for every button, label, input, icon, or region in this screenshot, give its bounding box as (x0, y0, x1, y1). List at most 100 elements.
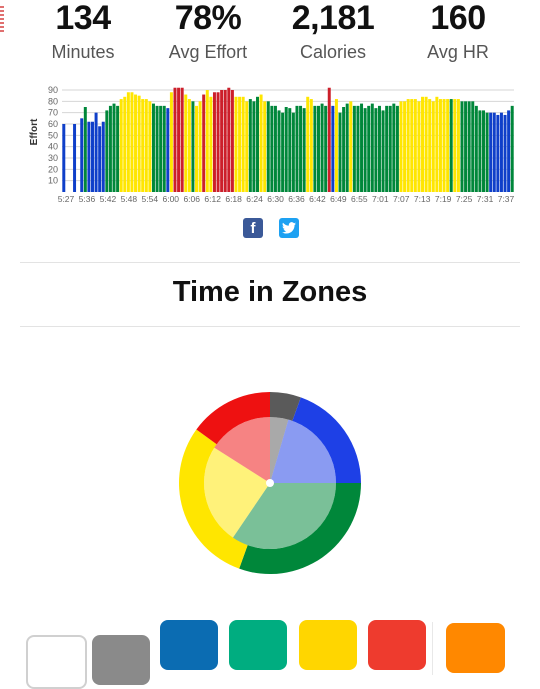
y-axis-title: Effort (29, 118, 40, 145)
effort-bar (238, 96, 242, 192)
effort-bar (309, 99, 313, 192)
zone-pie-slice-yellow (204, 447, 270, 538)
zone-swatch-yellow[interactable] (299, 620, 357, 670)
effort-bar (492, 112, 496, 192)
effort-bar (363, 108, 367, 192)
effort-bar (464, 101, 468, 192)
x-tick-label: 7:01 (372, 194, 389, 204)
effort-bar (130, 92, 134, 192)
x-tick-label: 6:06 (183, 194, 200, 204)
effort-bar (331, 105, 335, 192)
facebook-share-button[interactable]: f (243, 218, 263, 238)
effort-bar (485, 112, 489, 192)
stat-calories: 2,181 Calories (268, 0, 398, 63)
stat-value: 2,181 (291, 0, 375, 37)
effort-bar (467, 101, 471, 192)
x-tick-label: 6:42 (309, 194, 326, 204)
y-tick-label: 10 (48, 176, 58, 186)
effort-bar (87, 121, 91, 192)
effort-bar (424, 96, 428, 192)
divider (20, 326, 520, 327)
effort-bar (83, 107, 87, 192)
effort-bar (395, 105, 399, 192)
effort-bar (403, 101, 407, 192)
effort-bar (410, 99, 414, 192)
effort-bar (288, 108, 292, 192)
effort-bar (360, 103, 364, 192)
effort-bar (166, 108, 170, 192)
effort-bar (155, 105, 159, 192)
effort-bar (413, 99, 417, 192)
x-tick-label: 6:18 (225, 194, 242, 204)
effort-bar (446, 99, 450, 192)
y-tick-label: 30 (48, 153, 58, 163)
effort-bar (370, 103, 374, 192)
zone-swatch-green[interactable] (229, 620, 287, 670)
effort-bar (496, 114, 500, 192)
effort-bar (227, 87, 231, 192)
effort-bar (399, 101, 403, 192)
effort-bar (177, 87, 181, 192)
effort-bar (324, 105, 328, 192)
effort-bar (266, 101, 270, 192)
x-tick-label: 5:36 (79, 194, 96, 204)
effort-bar (482, 110, 486, 192)
effort-bar (187, 99, 191, 192)
effort-bar (338, 112, 342, 192)
effort-bar (313, 105, 317, 192)
effort-bar (438, 99, 442, 192)
effort-bar (245, 101, 249, 192)
effort-bar (284, 107, 288, 192)
zone-pie-slice-blue (270, 419, 336, 483)
zone-swatch-red[interactable] (368, 620, 426, 670)
zone-pie-slice-gray (270, 417, 289, 483)
zone-swatch-orange[interactable] (446, 623, 505, 673)
x-tick-label: 5:48 (121, 194, 138, 204)
effort-bar (162, 105, 166, 192)
effort-bar (306, 96, 310, 192)
effort-bar (151, 103, 155, 192)
effort-bar (291, 112, 295, 192)
twitter-share-button[interactable] (279, 218, 299, 238)
zone-swatch-white[interactable] (26, 635, 87, 689)
effort-bar (295, 105, 299, 192)
effort-bar (352, 105, 356, 192)
stat-avg-effort: 78% Avg Effort (143, 0, 273, 63)
y-tick-label: 60 (48, 119, 58, 129)
effort-bar (471, 101, 475, 192)
effort-bar (507, 110, 511, 192)
y-tick-label: 20 (48, 164, 58, 174)
zone-pie-slice-green (232, 483, 336, 549)
wheel-center-dot (266, 479, 274, 487)
effort-bar (342, 107, 346, 192)
y-tick-label: 50 (48, 130, 58, 140)
effort-bar (90, 121, 94, 192)
stat-value: 160 (430, 0, 486, 37)
effort-bar (148, 101, 152, 192)
effort-bar (144, 99, 148, 192)
chart-grid (62, 89, 514, 182)
effort-bar (431, 101, 435, 192)
zone-pie-slice-red (214, 417, 270, 483)
effort-bar (421, 96, 425, 192)
effort-bar (191, 101, 195, 192)
effort-bar (510, 105, 514, 192)
x-tick-label: 5:42 (100, 194, 117, 204)
effort-bar (417, 101, 421, 192)
effort-bar (334, 99, 338, 192)
effort-bar (134, 94, 138, 192)
stat-value: 78% (174, 0, 242, 37)
stat-value: 134 (55, 0, 111, 37)
effort-bar (316, 105, 320, 192)
x-tick-label: 5:27 (58, 194, 75, 204)
effort-bar (108, 105, 112, 192)
effort-bar (453, 99, 457, 192)
effort-bar (141, 99, 145, 192)
zone-swatch-blue[interactable] (160, 620, 218, 670)
zone-swatch-gray[interactable] (92, 635, 150, 685)
y-tick-label: 80 (48, 96, 58, 106)
effort-bar (489, 112, 493, 192)
effort-bar (220, 90, 224, 192)
effort-bar (248, 99, 252, 192)
